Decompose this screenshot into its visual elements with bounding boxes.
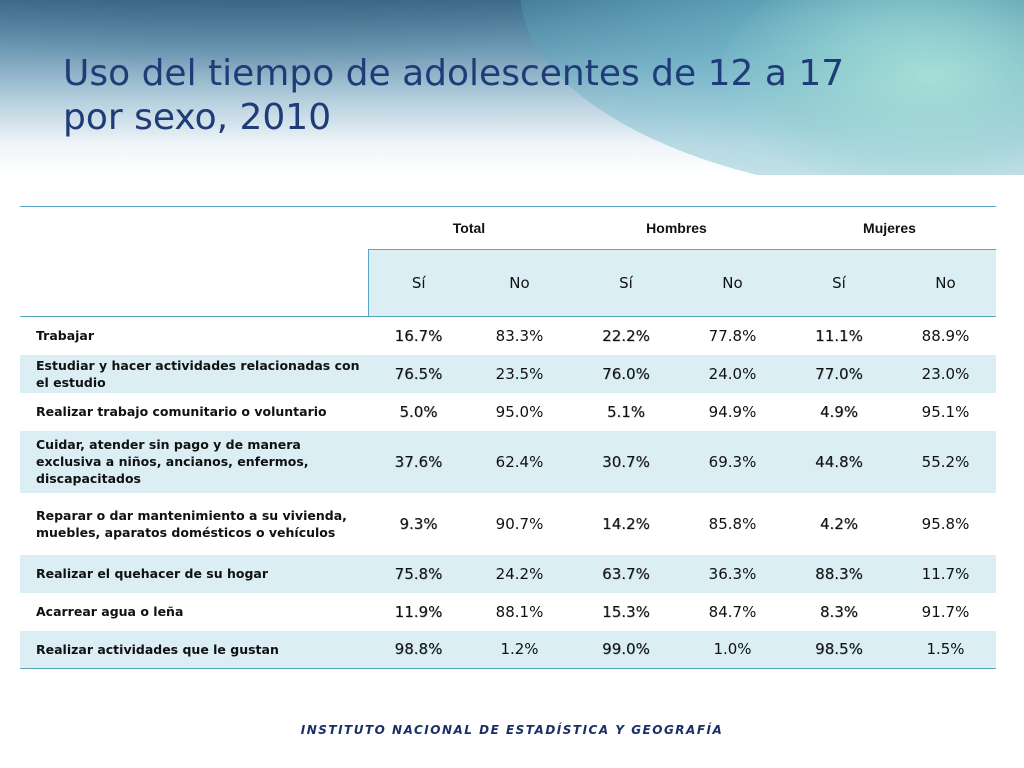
subheader-mujeres-si: Sí xyxy=(783,249,895,317)
cell-hombres-no: 36.3% xyxy=(682,554,783,593)
table-row: Estudiar y hacer actividades relacionada… xyxy=(20,354,997,393)
row-label: Acarrear agua o leña xyxy=(36,604,184,619)
group-header-hombres: Hombres xyxy=(646,220,707,236)
cell-hombres-si: 63.7% xyxy=(570,554,682,593)
cell-total-si: 98.8% xyxy=(368,630,469,669)
table-row: Acarrear agua o leña 11.9% 88.1% 15.3% 8… xyxy=(20,593,996,631)
group-header-mujeres: Mujeres xyxy=(863,220,916,236)
subheader-hombres-si: Sí xyxy=(570,249,682,317)
data-table-container: Total Hombres Mujeres Sí No Sí No Sí No … xyxy=(20,206,997,669)
cell-total-no: 62.4% xyxy=(469,430,570,493)
row-label: Trabajar xyxy=(36,328,95,344)
row-label: Cuidar, atender sin pago y de manera exc… xyxy=(20,430,368,493)
slide-title: Uso del tiempo de adolescentes de 12 a 1… xyxy=(63,52,963,140)
slide-title-line2: por sexo, 2010 xyxy=(63,97,332,138)
cell-total-no: 95.0% xyxy=(495,402,544,421)
cell-mujeres-si: 44.8% xyxy=(783,430,895,493)
table-row: Realizar trabajo comunitario o voluntari… xyxy=(20,393,996,431)
table-row: Realizar actividades que le gustan 98.8%… xyxy=(20,630,997,669)
table-row: Cuidar, atender sin pago y de manera exc… xyxy=(20,430,997,493)
group-header-total: Total xyxy=(452,220,486,236)
institution-footer: INSTITUTO NACIONAL DE ESTADÍSTICA Y GEOG… xyxy=(300,723,724,737)
cell-total-no: 23.5% xyxy=(469,354,570,393)
subheader-mujeres-no: No xyxy=(895,249,997,317)
cell-mujeres-no: 95.8% xyxy=(921,514,970,533)
cell-total-no: 83.3% xyxy=(495,326,544,345)
cell-mujeres-si: 4.2% xyxy=(819,514,859,533)
table-row: Reparar o dar mantenimiento a su viviend… xyxy=(20,493,996,555)
row-label: Reparar o dar mantenimiento a su viviend… xyxy=(36,507,347,540)
cell-mujeres-si: 88.3% xyxy=(783,554,895,593)
cell-mujeres-no: 91.7% xyxy=(921,602,970,621)
cell-mujeres-no: 1.5% xyxy=(895,630,997,669)
cell-mujeres-no: 23.0% xyxy=(895,354,997,393)
group-header-row: Total Hombres Mujeres xyxy=(20,207,996,250)
slide-title-line1: Uso del tiempo de adolescentes de 12 a 1… xyxy=(63,53,845,94)
row-label: Realizar el quehacer de su hogar xyxy=(20,554,368,593)
row-label: Realizar actividades que le gustan xyxy=(20,630,368,669)
cell-hombres-si: 30.7% xyxy=(570,430,682,493)
cell-total-si: 76.5% xyxy=(368,354,469,393)
row-label: Realizar trabajo comunitario o voluntari… xyxy=(36,404,327,419)
subheader-blank xyxy=(20,249,368,317)
cell-hombres-no: 94.9% xyxy=(708,402,757,421)
cell-mujeres-no: 95.1% xyxy=(921,402,970,421)
row-label: Estudiar y hacer actividades relacionada… xyxy=(20,354,368,393)
cell-total-no: 88.1% xyxy=(495,602,544,621)
subheader-total-no: No xyxy=(469,249,570,317)
cell-hombres-si: 76.0% xyxy=(570,354,682,393)
subheader-total-si: Sí xyxy=(367,249,469,317)
cell-mujeres-no: 55.2% xyxy=(895,430,997,493)
cell-hombres-no: 24.0% xyxy=(682,354,783,393)
cell-hombres-no: 69.3% xyxy=(682,430,783,493)
cell-mujeres-si: 11.1% xyxy=(815,326,863,345)
subheader-hombres-no: No xyxy=(682,249,783,317)
cell-mujeres-si: 77.0% xyxy=(783,354,895,393)
cell-total-no: 24.2% xyxy=(469,554,570,593)
cell-hombres-si: 5.1% xyxy=(606,402,646,421)
cell-total-si: 5.0% xyxy=(399,402,438,421)
cell-hombres-no: 84.7% xyxy=(708,602,757,621)
cell-hombres-no: 1.0% xyxy=(682,630,783,669)
cell-hombres-no: 85.8% xyxy=(708,514,757,533)
cell-hombres-no: 77.8% xyxy=(708,326,757,345)
cell-total-si: 11.9% xyxy=(394,602,443,621)
cell-mujeres-no: 88.9% xyxy=(921,326,970,345)
cell-mujeres-no: 11.7% xyxy=(895,554,997,593)
cell-hombres-si: 99.0% xyxy=(570,630,682,669)
cell-mujeres-si: 8.3% xyxy=(819,602,859,621)
cell-hombres-si: 15.3% xyxy=(602,602,650,621)
cell-total-si: 37.6% xyxy=(368,430,469,493)
cell-hombres-si: 22.2% xyxy=(602,326,650,345)
cell-total-no: 1.2% xyxy=(469,630,570,669)
cell-hombres-si: 14.2% xyxy=(602,514,650,533)
data-table: Total Hombres Mujeres Sí No Sí No Sí No … xyxy=(20,206,997,669)
table-row: Realizar el quehacer de su hogar 75.8% 2… xyxy=(20,554,997,593)
cell-mujeres-si: 98.5% xyxy=(783,630,895,669)
cell-total-si: 9.3% xyxy=(399,514,438,533)
cell-mujeres-si: 4.9% xyxy=(819,402,859,421)
cell-total-si: 16.7% xyxy=(394,326,443,345)
table-row: Trabajar 16.7% 83.3% 22.2% 77.8% 11.1% 8… xyxy=(20,317,996,355)
cell-total-no: 90.7% xyxy=(495,514,544,533)
cell-total-si: 75.8% xyxy=(368,554,469,593)
header-blank xyxy=(20,207,368,250)
subheader-row: Sí No Sí No Sí No xyxy=(20,249,997,317)
header-banner xyxy=(0,0,1024,175)
banner-highlight xyxy=(720,0,1024,175)
